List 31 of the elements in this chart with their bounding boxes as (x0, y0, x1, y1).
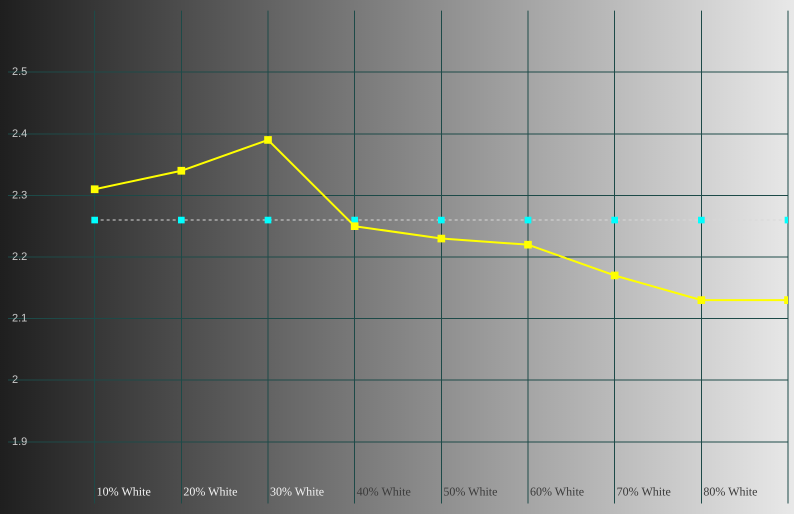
y-tick-label: 1.9 (12, 436, 28, 448)
x-tick-label: 20% White (183, 484, 238, 498)
y-tick-label: 2.1 (12, 312, 28, 325)
y-tick-label: 2.3 (12, 189, 28, 202)
point (438, 216, 445, 224)
point (350, 222, 358, 230)
y-tick-label: 2 (12, 374, 18, 386)
x-tick-label: 50% White (443, 484, 498, 498)
point (524, 216, 532, 224)
y-tick-label: 2.2 (12, 251, 28, 264)
x-tick-label: 30% White (270, 484, 324, 498)
x-tick-label: 70% White (616, 484, 671, 498)
point (91, 216, 98, 224)
point (698, 216, 705, 224)
x-tick-label: 40% White (356, 484, 411, 498)
point (90, 185, 98, 194)
y-tick-label: 2.4 (12, 128, 28, 140)
point (178, 166, 186, 175)
y-tick-label: 2.5 (12, 66, 28, 78)
point (698, 296, 706, 304)
point (611, 216, 618, 224)
x-tick-label: 80% White (703, 484, 758, 498)
point (264, 216, 272, 224)
x-tick-label: 10% White (96, 484, 151, 498)
point (524, 240, 532, 249)
point (610, 272, 618, 280)
point (438, 234, 446, 242)
point (178, 216, 185, 224)
point (351, 216, 358, 224)
point (264, 136, 272, 144)
x-tick-label: 60% White (530, 484, 584, 498)
